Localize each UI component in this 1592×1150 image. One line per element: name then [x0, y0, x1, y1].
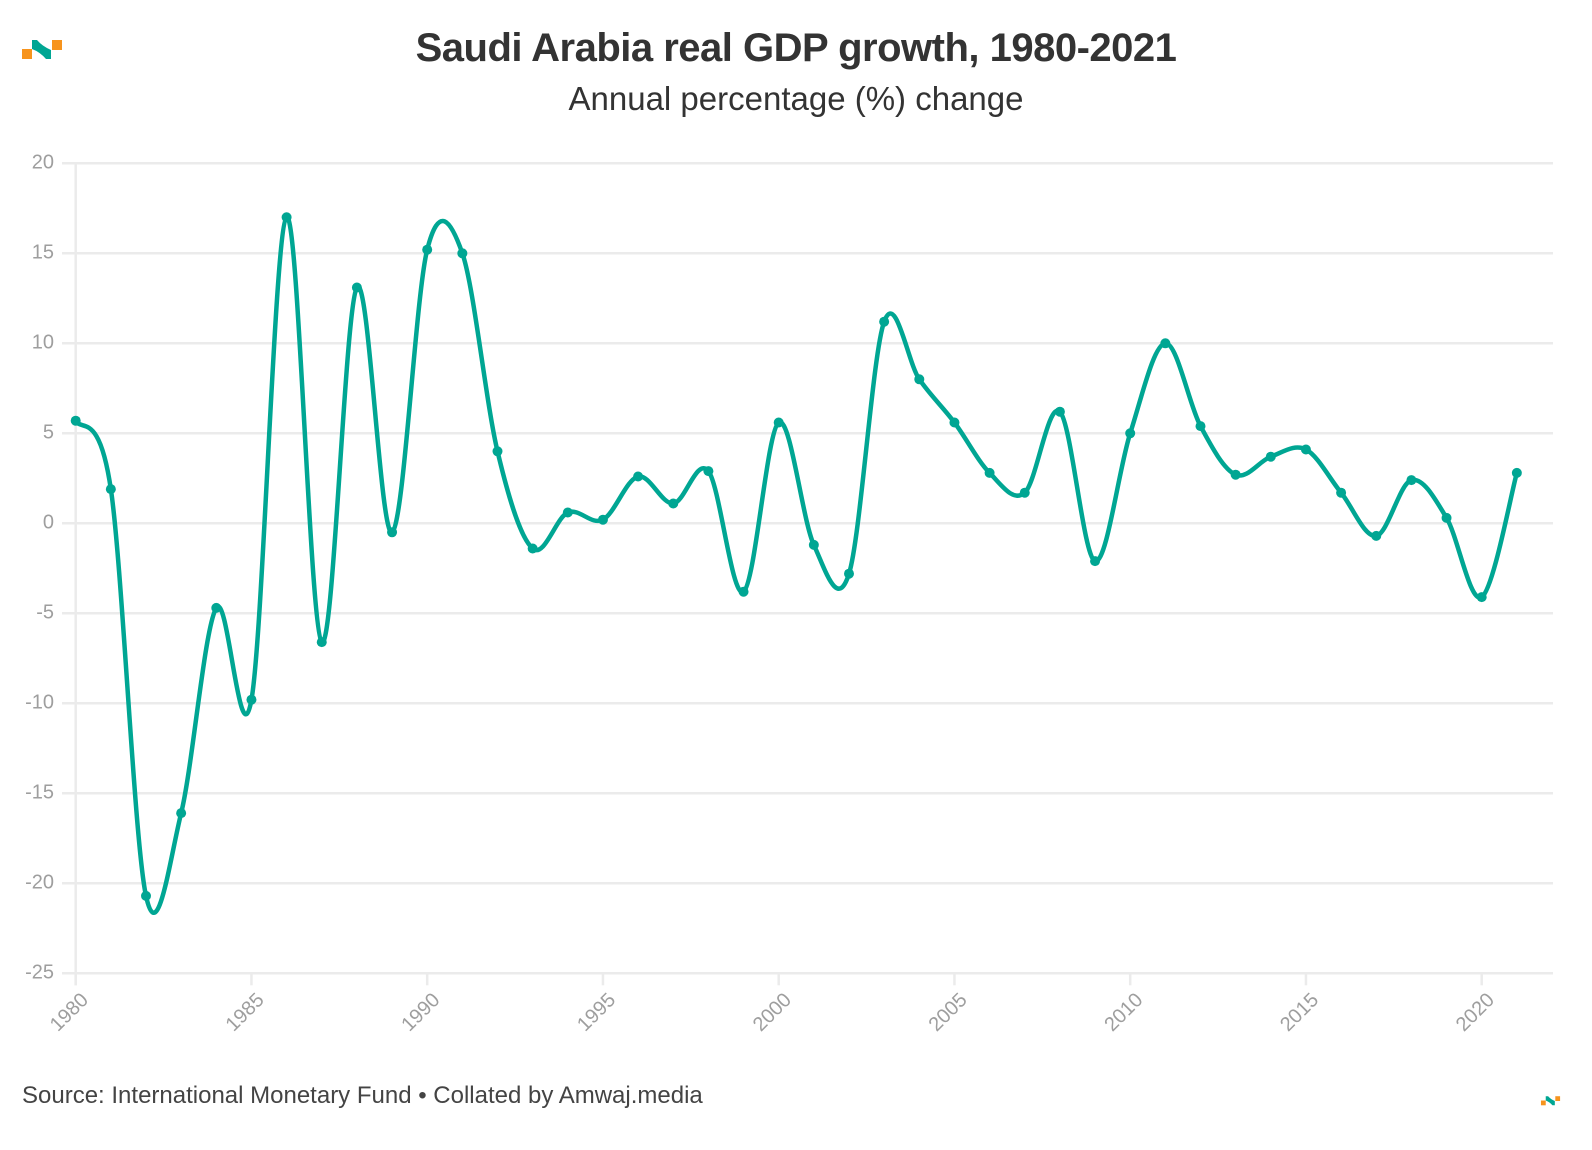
data-point[interactable]: 2007: 1.7: [1019, 487, 1030, 498]
y-tick-label: -5: [36, 602, 54, 624]
x-tick-label: 2005: [925, 989, 972, 1036]
data-point[interactable]: 2003: 11.2: [879, 316, 890, 327]
data-point[interactable]: 2020: -4.1: [1476, 592, 1487, 603]
data-point[interactable]: 1994: 0.6: [562, 507, 573, 518]
x-tick-label: 2000: [749, 989, 796, 1036]
data-point[interactable]: 1993: -1.4: [527, 543, 538, 554]
x-tick-label: 2015: [1276, 989, 1323, 1036]
y-tick-label: 10: [32, 332, 54, 354]
data-point[interactable]: 2013: 2.7: [1230, 469, 1241, 480]
data-point[interactable]: 2009: -2.1: [1090, 556, 1101, 567]
x-tick-label: 1995: [573, 989, 620, 1036]
data-point[interactable]: 2021: 2.8: [1511, 467, 1522, 478]
chart-subtitle: Annual percentage (%) change: [568, 80, 1024, 117]
data-point[interactable]: 2012: 5.4: [1195, 421, 1206, 432]
data-point[interactable]: 1998: 2.9: [703, 466, 714, 477]
data-point[interactable]: 2017: -0.7: [1371, 530, 1382, 541]
data-point[interactable]: 1999: -3.8: [738, 586, 749, 597]
series-line: [73, 215, 1520, 915]
data-point[interactable]: 2002: -2.8: [844, 568, 854, 579]
data-point[interactable]: 1984: -4.7: [211, 602, 222, 613]
data-point[interactable]: 2018: 2.4: [1406, 475, 1417, 486]
y-tick-label: -25: [25, 962, 54, 984]
y-tick-label: 5: [43, 422, 54, 444]
x-tick-label: 1985: [222, 989, 269, 1036]
data-point[interactable]: 1990: 15.2: [422, 244, 433, 255]
y-tick-label: 20: [32, 152, 54, 174]
data-point[interactable]: 1989: -0.5: [387, 527, 398, 538]
data-point[interactable]: 2008: 6.2: [1054, 406, 1065, 417]
data-point[interactable]: 1987: -6.6: [316, 637, 327, 648]
data-point[interactable]: 1981: 1.9: [105, 484, 116, 495]
data-point[interactable]: 1983: -16.1: [176, 808, 187, 819]
data-point[interactable]: 2011: 10: [1160, 338, 1171, 349]
data-point[interactable]: 2005: 5.6: [949, 417, 960, 428]
data-point[interactable]: 1996: 2.6: [633, 471, 644, 482]
y-tick-label: 0: [43, 512, 54, 534]
data-point[interactable]: 1988: 13.1: [351, 282, 362, 293]
data-point[interactable]: 2004: 8: [914, 374, 925, 385]
series-gdp-growth: 1980: 5.7 1981: 1.9 1982: -20.7 1983: -16.1…: [70, 212, 1522, 915]
x-tick-label: 2020: [1452, 989, 1499, 1036]
data-point[interactable]: 1982: -20.7: [141, 890, 151, 901]
data-point[interactable]: 1986: 17: [281, 212, 292, 223]
data-point[interactable]: 2016: 1.7: [1336, 487, 1347, 498]
source-note: Source: International Monetary Fund • Co…: [22, 1082, 703, 1109]
data-point[interactable]: 1995: 0.2: [597, 514, 608, 525]
logo-orange-square-right: [52, 40, 62, 50]
data-point[interactable]: 2001: -1.2: [808, 539, 819, 550]
logo-teal-wave: [1545, 1096, 1555, 1106]
grid-lines: [62, 162, 1553, 975]
amwaj-logo-icon: [22, 40, 62, 59]
chart-title: Saudi Arabia real GDP growth, 1980-2021: [415, 26, 1177, 70]
y-tick-label: -10: [25, 692, 54, 714]
data-point[interactable]: 1991: 15: [457, 248, 468, 259]
y-tick-label: -15: [25, 782, 54, 804]
logo-orange-square-left: [22, 49, 32, 59]
data-point[interactable]: 2006: 2.8: [984, 467, 995, 478]
data-point[interactable]: 1980: 5.7: [70, 415, 81, 426]
x-tick-label: 1980: [46, 989, 93, 1036]
x-tick-label: 2010: [1100, 989, 1147, 1036]
y-axis: 20 15 10 5 0 -5 -10 -15 -20 -25: [25, 152, 77, 986]
x-axis: 1980 1985 1990 1995 2000 2005 2010 2015 2020: [46, 973, 1499, 1036]
logo-orange-square-right: [1555, 1096, 1561, 1101]
data-point[interactable]: 1985: -9.8: [246, 694, 257, 705]
data-point[interactable]: 2014: 3.7: [1265, 451, 1276, 462]
amwaj-logo-small-icon: [1540, 1096, 1561, 1106]
data-point[interactable]: 2015: 4.1: [1300, 444, 1311, 455]
y-tick-label: 15: [32, 242, 54, 264]
data-point[interactable]: 2010: 5: [1125, 428, 1136, 439]
data-point[interactable]: 1992: 4: [492, 446, 503, 457]
data-point[interactable]: 1997: 1.1: [668, 498, 679, 509]
logo-orange-square-left: [1540, 1100, 1546, 1106]
logo-teal-wave: [32, 40, 51, 59]
data-point[interactable]: 2019: 0.3: [1441, 512, 1452, 523]
x-tick-label: 1990: [397, 989, 444, 1036]
data-point[interactable]: 2000: 5.6: [773, 417, 784, 428]
y-tick-label: -20: [25, 872, 54, 894]
